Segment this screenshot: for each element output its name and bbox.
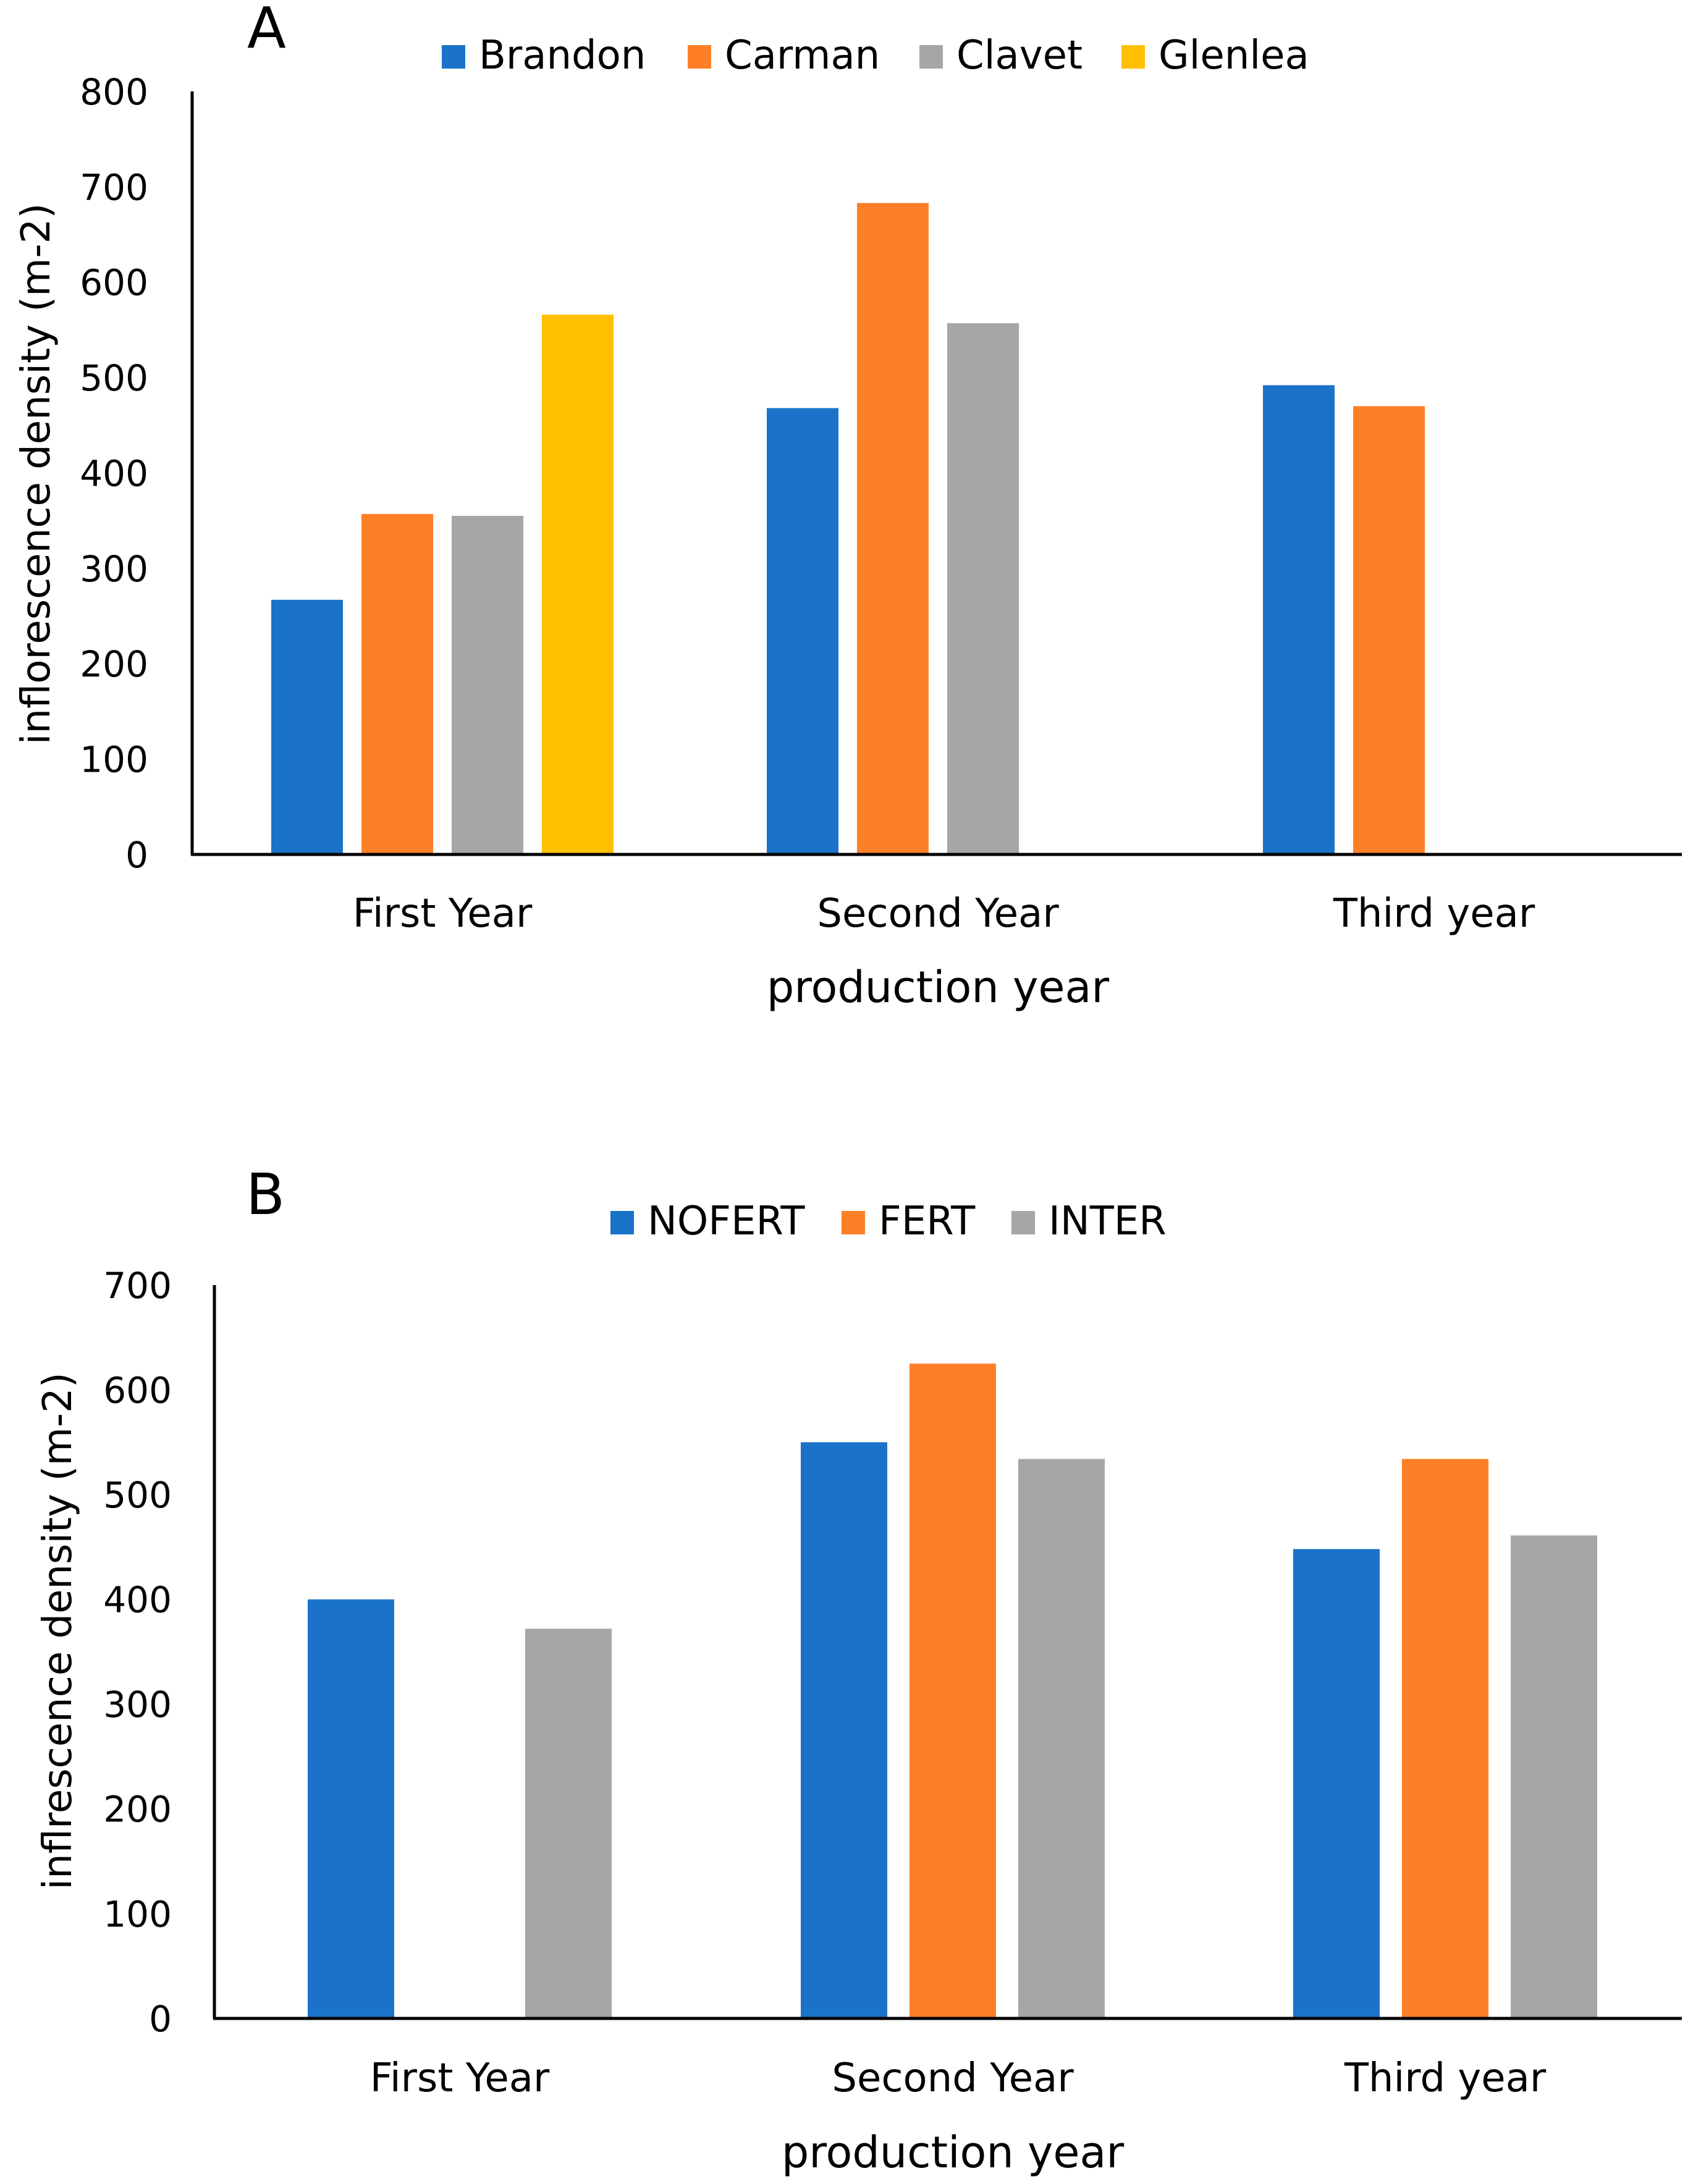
y-tick-label-300: 300 [80,548,148,590]
bar-brandon-second-year [767,408,838,854]
y-tick-label-400: 400 [80,452,148,494]
bar-nofert-first-year [308,1599,394,2018]
y-ticks: 0 100 200 300 400 500 600 700 800 [80,71,148,876]
bar-carman-third-year [1353,406,1425,854]
bar-brandon-first-year [271,599,343,854]
bar-inter-third-year [1511,1535,1597,2018]
bar-nofert-third-year [1293,1549,1380,2018]
y-tick-label-400: 400 [103,1579,172,1621]
y-tick-label-300: 300 [103,1684,172,1726]
y-ticks: 0 100 200 300 400 500 600 700 [103,1265,172,2040]
y-tick-label-0: 0 [149,1998,172,2040]
bar-inter-first-year [525,1629,612,2018]
x-axis-title: production year [782,2127,1125,2178]
y-tick-label-500: 500 [103,1474,172,1516]
y-tick-label-500: 500 [80,357,148,399]
bar-nofert-second-year [801,1442,887,2018]
legend-label-carman: Carman [725,33,880,78]
y-tick-label-200: 200 [103,1789,172,1831]
x-tick-label-first-year: First Year [353,891,533,937]
legend-swatch-carman [688,45,711,69]
y-tick-label-600: 600 [80,262,148,304]
x-ticks: First Year Second Year Third year [370,2055,1547,2101]
y-tick-label-0: 0 [125,834,148,876]
bar-carman-second-year [857,203,929,854]
legend-label-brandon: Brandon [479,33,646,78]
bars [308,1364,1597,2018]
legend: Brandon Carman Clavet Glenlea [442,33,1309,78]
bar-glenlea-first-year [542,314,614,854]
y-tick-label-700: 700 [80,166,148,208]
legend-swatch-fert [842,1211,865,1234]
bar-brandon-third-year [1263,385,1335,854]
y-tick-label-100: 100 [80,739,148,781]
bar-fert-third-year [1402,1459,1488,2018]
x-axis-title: production year [767,962,1110,1013]
y-tick-label-100: 100 [103,1893,172,1935]
x-tick-label-third-year: Third year [1344,2055,1547,2101]
y-tick-label-200: 200 [80,643,148,685]
panel-a: A Brandon Carman Clavet Glenlea inflores… [14,0,1682,1013]
y-tick-label-800: 800 [80,71,148,113]
bars [271,203,1425,854]
legend-label-clavet: Clavet [956,33,1083,78]
x-tick-label-third-year: Third year [1333,891,1535,937]
y-tick-label-600: 600 [103,1369,172,1411]
y-axis-title: inflorescence density (m-2) [14,203,59,745]
bar-inter-second-year [1018,1459,1105,2018]
y-tick-label-700: 700 [103,1265,172,1307]
legend-swatch-glenlea [1121,45,1145,69]
bar-fert-second-year [910,1364,996,2018]
legend-label-nofert: NOFERT [648,1199,805,1244]
panel-label: A [247,0,286,61]
bar-carman-first-year [361,513,433,854]
y-axis-title: inflrescence density (m-2) [35,1372,81,1889]
legend-swatch-brandon [442,45,465,69]
legend-label-fert: FERT [879,1199,976,1244]
legend: NOFERT FERT INTER [610,1199,1167,1244]
legend-swatch-nofert [610,1211,634,1234]
legend-swatch-clavet [919,45,943,69]
x-ticks: First Year Second Year Third year [353,891,1535,937]
x-tick-label-second-year: Second Year [832,2055,1074,2101]
legend-label-inter: INTER [1049,1199,1167,1244]
bar-clavet-second-year [947,323,1019,854]
legend-swatch-inter [1011,1211,1035,1234]
bar-clavet-first-year [452,515,523,854]
legend-label-glenlea: Glenlea [1159,33,1309,78]
panel-label: B [246,1162,285,1228]
x-tick-label-second-year: Second Year [817,891,1059,937]
x-tick-label-first-year: First Year [370,2055,550,2101]
panel-b: B NOFERT FERT INTER inflrescence density… [35,1162,1682,2178]
